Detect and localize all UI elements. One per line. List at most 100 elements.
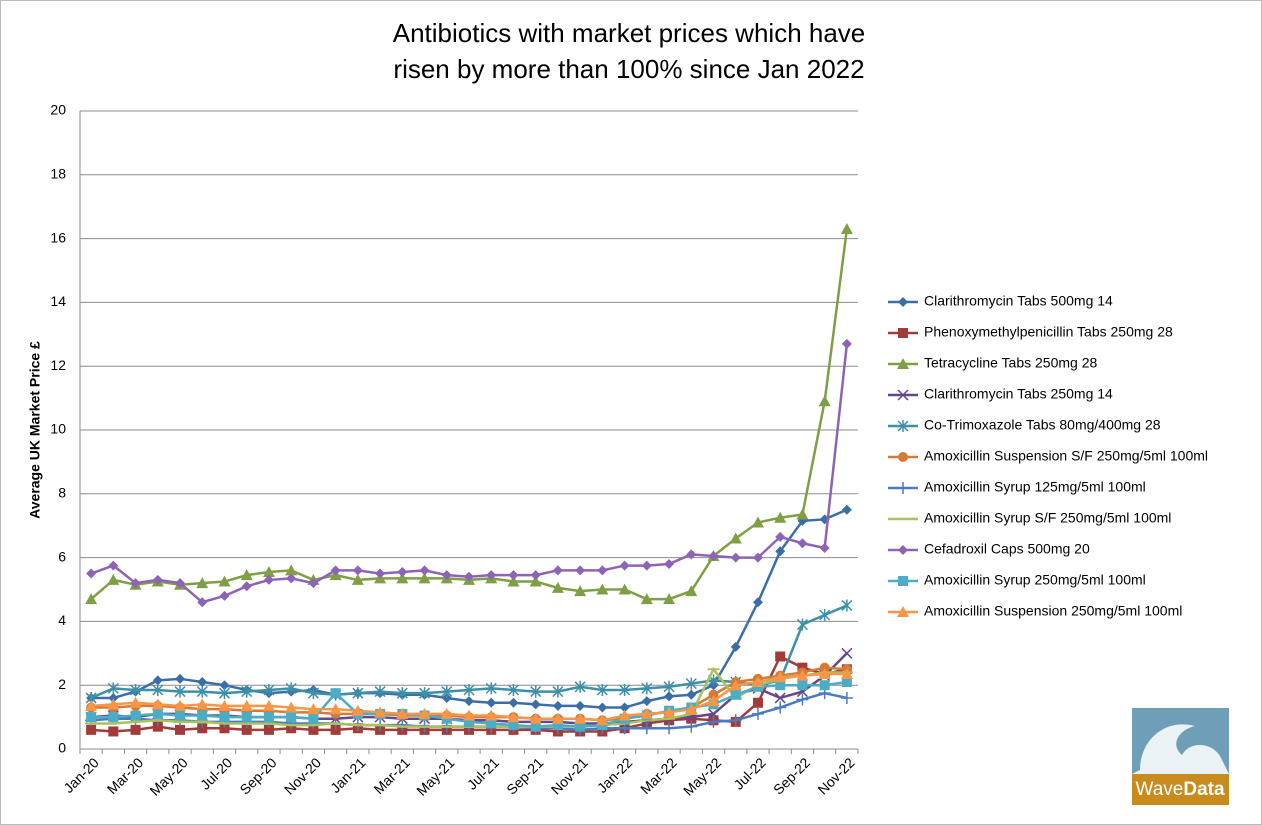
- legend-item: Amoxicillin Syrup S/F 250mg/5ml 100ml: [888, 510, 1171, 526]
- marker: [374, 706, 387, 718]
- marker: [107, 698, 120, 710]
- marker: [85, 593, 98, 605]
- marker: [175, 578, 186, 589]
- legend-label: Amoxicillin Syrup 125mg/5ml 100ml: [924, 479, 1146, 495]
- logo-word: Wave: [1135, 779, 1183, 800]
- logo: WaveData: [1132, 708, 1229, 805]
- marker: [86, 712, 97, 723]
- marker: [508, 720, 519, 731]
- marker: [640, 707, 653, 719]
- marker: [419, 565, 430, 576]
- marker: [330, 724, 341, 735]
- y-tick-label: 6: [58, 548, 66, 564]
- marker: [307, 703, 320, 715]
- marker: [841, 677, 852, 688]
- marker: [708, 689, 719, 700]
- marker: [552, 685, 564, 698]
- marker: [841, 504, 852, 515]
- logo-wave: [1132, 724, 1229, 774]
- marker: [751, 676, 764, 688]
- marker: [730, 689, 741, 700]
- marker: [530, 685, 542, 698]
- legend-item: Clarithromycin Tabs 250mg 14: [888, 386, 1113, 402]
- marker: [897, 482, 909, 494]
- marker: [619, 702, 630, 713]
- marker: [464, 696, 474, 707]
- marker: [175, 724, 186, 735]
- marker: [840, 223, 853, 235]
- y-tick-label: 2: [58, 676, 66, 692]
- marker: [219, 723, 230, 734]
- y-tick-label: 10: [50, 421, 66, 437]
- marker: [241, 685, 253, 698]
- marker: [330, 565, 341, 576]
- legend-item: Amoxicillin Suspension 250mg/5ml 100ml: [888, 603, 1182, 619]
- marker: [329, 703, 342, 715]
- marker: [263, 724, 274, 735]
- marker: [352, 687, 364, 700]
- chart-title: risen by more than 100% since Jan 2022: [393, 54, 864, 84]
- marker: [752, 697, 763, 708]
- marker: [263, 712, 274, 723]
- legend-item: Clarithromycin Tabs 500mg 14: [888, 293, 1113, 309]
- y-axis-label: Average UK Market Price £: [27, 341, 43, 519]
- y-tick-label: 14: [50, 293, 66, 309]
- marker: [618, 709, 631, 721]
- marker: [285, 564, 298, 576]
- marker: [796, 618, 808, 631]
- marker: [841, 338, 852, 349]
- marker: [574, 680, 586, 693]
- marker: [897, 606, 909, 617]
- marker: [752, 597, 763, 608]
- marker: [197, 597, 208, 608]
- marker: [130, 710, 141, 721]
- marker: [175, 673, 186, 684]
- marker: [574, 585, 587, 597]
- marker: [418, 707, 431, 719]
- marker: [530, 721, 541, 732]
- marker: [729, 714, 742, 727]
- legend-label: Phenoxymethylpenicillin Tabs 250mg 28: [924, 324, 1173, 340]
- marker: [775, 680, 786, 691]
- legend-item: Phenoxymethylpenicillin Tabs 250mg 28: [888, 324, 1173, 340]
- marker: [575, 565, 586, 576]
- marker: [707, 708, 720, 720]
- marker: [641, 696, 652, 707]
- marker: [663, 593, 676, 605]
- marker: [640, 722, 653, 735]
- marker: [441, 692, 452, 703]
- legend-label: Amoxicillin Syrup 250mg/5ml 100ml: [924, 572, 1146, 588]
- marker: [240, 569, 253, 581]
- marker: [530, 570, 541, 581]
- marker: [796, 693, 809, 706]
- marker: [775, 546, 786, 557]
- legend-item: Co-Trimoxazole Tabs 80mg/400mg 28: [888, 417, 1161, 433]
- marker: [551, 581, 564, 593]
- marker: [685, 677, 697, 690]
- marker: [619, 560, 630, 571]
- logo-text: WaveData: [1135, 779, 1224, 800]
- marker: [597, 565, 608, 576]
- marker: [640, 593, 653, 605]
- marker: [485, 682, 497, 695]
- marker: [151, 698, 164, 710]
- marker: [463, 709, 475, 721]
- marker: [285, 701, 298, 713]
- marker: [775, 531, 786, 542]
- marker: [574, 712, 587, 724]
- marker: [664, 715, 675, 726]
- y-tick-label: 20: [50, 102, 66, 118]
- legend-item: Tetracycline Tabs 250mg 28: [888, 355, 1097, 371]
- marker: [818, 395, 831, 407]
- marker: [486, 718, 497, 729]
- marker: [174, 699, 187, 711]
- marker: [596, 583, 609, 595]
- marker: [618, 583, 631, 595]
- marker: [797, 538, 808, 549]
- y-tick-label: 8: [58, 485, 66, 501]
- marker: [774, 511, 787, 523]
- marker: [240, 699, 253, 711]
- marker: [707, 695, 720, 707]
- marker: [575, 721, 586, 732]
